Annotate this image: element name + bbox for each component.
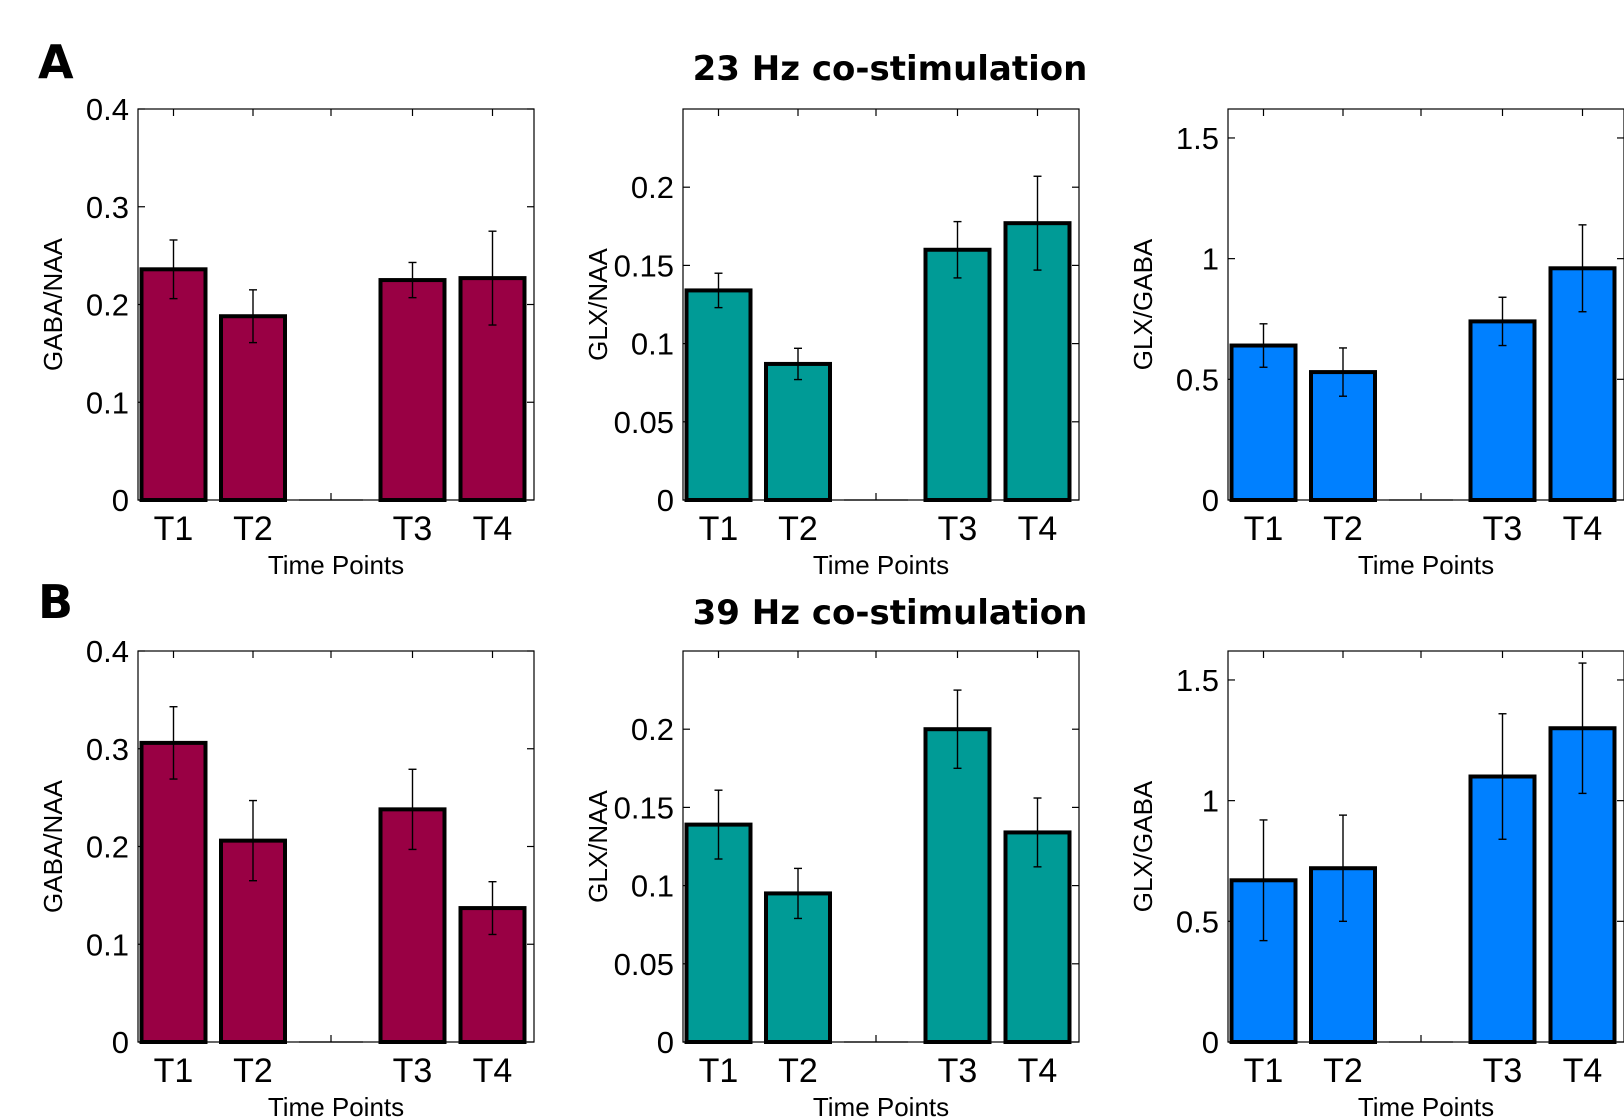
x-tick-label-t4: T4 [1018,1052,1058,1090]
x-tick-label-t1: T1 [699,510,739,548]
y-tick-label: 0.2 [86,830,129,865]
bar-t1 [139,267,208,502]
bar-t2 [764,361,832,502]
x-tick-label-t2: T2 [1323,1052,1363,1090]
bar-t3 [923,727,992,1044]
y-tick-label: 0.4 [86,634,129,669]
bar-t2 [219,314,287,503]
x-tick-label-t1: T1 [154,1052,194,1090]
y-tick-label: 0.5 [1176,904,1219,939]
y-tick-label: 0.2 [631,712,674,747]
bar-t1 [684,288,753,503]
bar-t2 [1309,370,1377,503]
x-axis-title: Time Points [1358,550,1494,580]
y-tick-label: 0.3 [86,732,129,767]
x-tick-label-t3: T3 [1483,510,1523,548]
chart-a-glx-naa: 0 0.05 0.1 0.15 0.2 T1 T2 T3 T4 Time Points GLX/NA… [583,108,1080,580]
bar-t3 [378,278,447,502]
x-axis-title: Time Points [813,1092,949,1118]
y-tick-label: 0.05 [614,947,674,982]
x-tick-label-t4: T4 [1563,510,1603,548]
x-tick-label-t2: T2 [233,1052,273,1090]
bar-t3 [923,247,992,502]
x-tick-label-t4: T4 [473,510,513,548]
chart-a-gaba-naa: 0 0.1 0.2 0.3 0.4 T1 T2 T3 T4 Time Points GABA/NAA [38,92,535,580]
y-tick-label: 1 [1202,784,1219,819]
x-tick-label-t1: T1 [1244,1052,1284,1090]
y-tick-label: 0.1 [86,385,129,420]
x-tick-label-t2: T2 [778,510,818,548]
x-axis-title: Time Points [813,550,949,580]
x-tick-label-t4: T4 [473,1052,513,1090]
x-tick-label-t1: T1 [1244,510,1284,548]
panel-letter-a: A [38,35,74,89]
chart-b-glx-gaba: 0 0.5 1 1.5 T1 T2 T3 T4 Time Points GLX/GABA [1128,650,1624,1118]
bar-t1 [139,740,208,1044]
y-tick-label: 0.1 [86,927,129,962]
y-tick-label: 0.1 [631,327,674,362]
y-tick-label: 1.5 [1176,121,1219,156]
bar-t2 [764,891,832,1044]
x-axis-title: Time Points [1358,1092,1494,1118]
y-tick-label: 0.4 [86,92,129,127]
bar-t1 [1229,343,1298,502]
y-axis-title: GLX/GABA [1128,238,1158,370]
x-tick-label-t4: T4 [1018,510,1058,548]
y-tick-label: 0.1 [631,869,674,904]
y-axis-title: GABA/NAA [38,779,68,913]
row-title-23hz: 23 Hz co-stimulation [693,49,1088,89]
y-tick-label: 0 [657,483,674,518]
x-tick-label-t4: T4 [1563,1052,1603,1090]
chart-b-gaba-naa: 0 0.1 0.2 0.3 0.4 T1 T2 T3 T4 Time Points GABA/NAA [38,634,535,1118]
y-axis-title: GLX/NAA [583,789,613,902]
x-tick-label-t1: T1 [699,1052,739,1090]
x-tick-label-t3: T3 [1483,1052,1523,1090]
y-axis-title: GLX/GABA [1128,780,1158,912]
y-tick-label: 0 [1202,1025,1219,1060]
x-tick-label-t2: T2 [233,510,273,548]
y-tick-label: 0.2 [631,170,674,205]
x-axis-title: Time Points [268,1092,404,1118]
y-tick-label: 0.15 [614,248,674,283]
chart-a-glx-gaba: 0 0.5 1 1.5 T1 T2 T3 T4 Time Points GLX/GABA [1128,108,1624,580]
y-tick-label: 0.5 [1176,362,1219,397]
bar-t1 [684,822,753,1044]
y-tick-label: 0 [657,1025,674,1060]
x-tick-label-t2: T2 [778,1052,818,1090]
y-tick-label: 1.5 [1176,663,1219,698]
y-tick-label: 0 [112,483,129,518]
bar-t3 [1468,319,1537,502]
x-tick-label-t2: T2 [1323,510,1363,548]
y-tick-label: 0.05 [614,405,674,440]
y-tick-label: 0.3 [86,190,129,225]
y-tick-label: 0 [1202,483,1219,518]
charts-container: 0 0.1 0.2 0.3 0.4 T1 T2 T3 T4 Time Points GABA/NAA… [38,92,1624,1118]
x-tick-label-t3: T3 [938,1052,978,1090]
y-tick-label: 0.2 [86,288,129,323]
x-tick-label-t1: T1 [154,510,194,548]
panel-letter-b: B [38,575,73,629]
y-axis-title: GLX/NAA [583,247,613,360]
x-axis-title: Time Points [268,550,404,580]
x-tick-label-t3: T3 [393,510,433,548]
y-tick-label: 0 [112,1025,129,1060]
x-tick-label-t3: T3 [938,510,978,548]
chart-b-glx-naa: 0 0.05 0.1 0.15 0.2 T1 T2 T3 T4 Time Points GLX/NA… [583,650,1080,1118]
y-tick-label: 1 [1202,242,1219,277]
row-title-39hz: 39 Hz co-stimulation [693,593,1088,633]
x-tick-label-t3: T3 [393,1052,433,1090]
y-axis-title: GABA/NAA [38,237,68,371]
y-tick-label: 0.15 [614,790,674,825]
